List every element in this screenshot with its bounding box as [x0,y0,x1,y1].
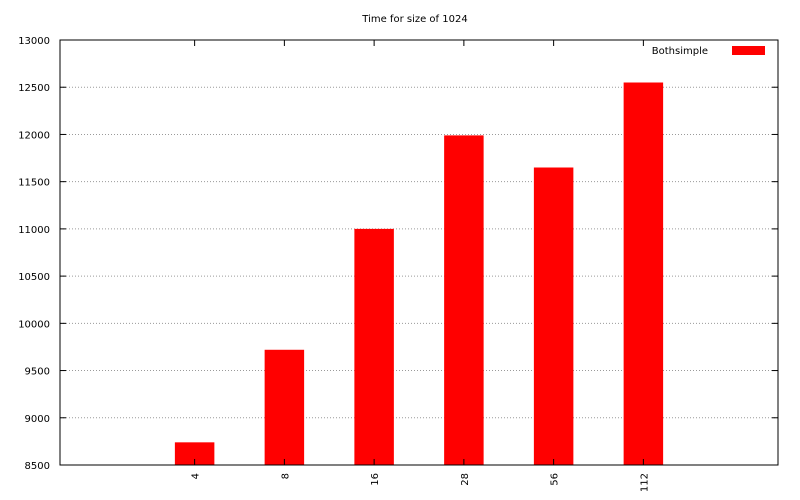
y-axis-ticks: 8500 9000 9500 10000 10500 11000 11500 12000 125… [18,36,778,472]
y-tick-label-11500: 11500 [18,178,50,189]
bar-4 [174,442,215,465]
bar-8 [264,349,305,465]
x-tick-label-56: 56 [550,473,561,486]
chart-title: Time for size of 1024 [361,14,467,25]
bar-28 [444,135,484,465]
y-tick-label-9500: 9500 [25,367,50,378]
bar-56 [533,167,574,465]
x-tick-label-16: 16 [370,473,381,486]
x-tick-label-28: 28 [460,473,471,486]
legend: Bothsimple [652,46,765,57]
bar-16 [354,228,394,465]
x-tick-label-8: 8 [280,473,291,479]
y-tick-label-13000: 13000 [18,36,50,47]
x-tick-label-4: 4 [191,473,202,479]
y-tick-label-10000: 10000 [18,319,50,330]
gridlines [60,86,778,419]
x-tick-label-112: 112 [639,473,650,492]
plot-frame [59,39,779,466]
y-tick-label-10500: 10500 [18,272,50,283]
y-tick-label-12500: 12500 [18,83,50,94]
bars [174,82,664,465]
bar-112 [623,82,664,465]
y-tick-label-11000: 11000 [18,225,50,236]
x-axis-ticks: 4 8 16 28 56 112 [191,40,650,492]
y-tick-label-12000: 12000 [18,130,50,141]
y-tick-label-9000: 9000 [25,414,50,425]
y-tick-label-8500: 8500 [25,461,50,472]
legend-swatch-bothsimple [732,46,765,55]
legend-label-bothsimple: Bothsimple [652,46,708,57]
